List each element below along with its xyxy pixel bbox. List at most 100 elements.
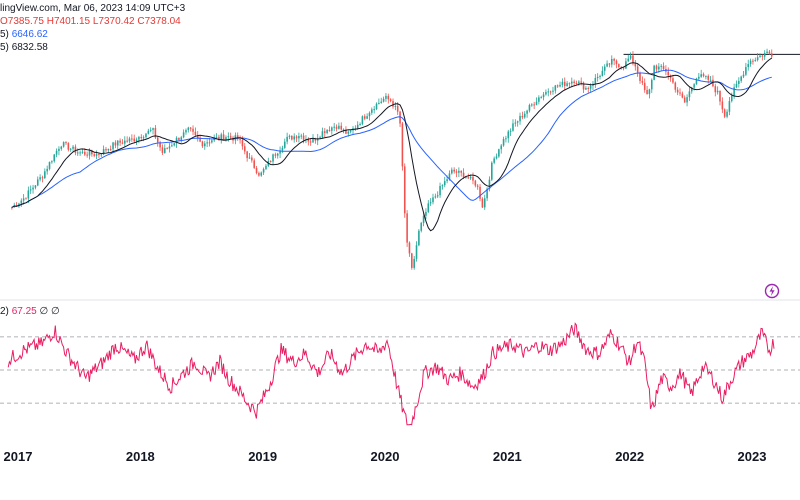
candle-body xyxy=(462,172,465,178)
candle-body xyxy=(135,139,138,142)
rsi-legend[interactable]: 2) 67.25 ∅ ∅ xyxy=(0,306,60,317)
candle-body xyxy=(314,138,317,141)
candle-body xyxy=(674,82,677,90)
candle-body xyxy=(286,136,288,142)
candle-body xyxy=(321,131,324,138)
x-tick-label: 2017 xyxy=(4,449,33,464)
candle-body xyxy=(726,111,728,117)
candle-body xyxy=(396,105,399,112)
candle-body xyxy=(648,89,651,95)
candle-body xyxy=(389,99,392,102)
candle-body xyxy=(79,152,81,154)
candle-body xyxy=(676,89,679,93)
candle-body xyxy=(422,215,425,223)
candle-body xyxy=(187,127,190,131)
ma-short-legend[interactable]: 5) 6832.58 xyxy=(0,42,48,53)
candle-body xyxy=(25,198,27,200)
candle-body xyxy=(735,83,738,88)
candle-body xyxy=(406,213,408,243)
candle-body xyxy=(495,156,498,159)
ma-long-prefix: 5) xyxy=(0,29,9,40)
candle-body xyxy=(516,121,519,123)
candle-body xyxy=(298,136,300,139)
candle-body xyxy=(594,78,597,84)
candle-body xyxy=(559,84,561,87)
candle-body xyxy=(622,67,625,69)
candle-body xyxy=(154,128,157,138)
candle-body xyxy=(361,116,364,125)
candle-body xyxy=(253,160,255,168)
candle-body xyxy=(41,177,44,179)
candle-body xyxy=(613,58,615,61)
candle-body xyxy=(690,87,693,92)
candle-body xyxy=(55,150,58,155)
candle-body xyxy=(116,140,119,146)
candle-body xyxy=(686,97,688,103)
candle-body xyxy=(455,171,458,173)
candle-body xyxy=(749,60,752,65)
candle-body xyxy=(39,177,41,180)
candle-body xyxy=(93,154,96,156)
candle-body xyxy=(636,66,639,73)
candle-body xyxy=(251,157,253,161)
candle-body xyxy=(446,179,448,182)
close-value: C7378.04 xyxy=(137,16,181,27)
candle-body xyxy=(100,154,103,156)
ma-short-prefix: 5) xyxy=(0,42,9,53)
candle-body xyxy=(378,102,380,104)
lightning-circle-icon[interactable] xyxy=(764,283,780,299)
candle-body xyxy=(641,80,644,83)
candle-body xyxy=(243,146,246,152)
candle-body xyxy=(740,76,742,81)
candle-body xyxy=(599,75,601,77)
candle-body xyxy=(164,148,166,153)
candle-body xyxy=(596,76,599,79)
candle-body xyxy=(683,97,686,103)
header-line-1: lingView.com, Mar 06, 2023 14:09 UTC+3 xyxy=(0,3,185,14)
candle-body xyxy=(342,129,345,131)
candle-body xyxy=(458,170,460,173)
x-tick-label: 2020 xyxy=(371,449,400,464)
candle-body xyxy=(81,151,84,153)
candle-body xyxy=(166,148,168,150)
candle-body xyxy=(220,134,223,140)
ma-long-legend[interactable]: 5) 6646.62 xyxy=(0,29,48,40)
candle-body xyxy=(610,58,613,65)
candle-body xyxy=(632,55,634,64)
candle-body xyxy=(178,137,180,140)
candle-body xyxy=(723,109,726,117)
candle-body xyxy=(366,116,368,119)
low-value: L7370.42 xyxy=(92,16,135,27)
candle-body xyxy=(95,154,98,156)
candle-body xyxy=(58,148,60,151)
candle-body xyxy=(403,166,406,214)
candle-body xyxy=(756,57,759,61)
candle-body xyxy=(246,151,248,158)
candle-body xyxy=(505,138,507,140)
candle-body xyxy=(29,189,32,191)
candle-body xyxy=(133,138,136,142)
candle-body xyxy=(436,195,439,197)
candle-body xyxy=(538,97,540,102)
ma-long-value: 6646.62 xyxy=(11,29,48,40)
candle-body xyxy=(566,83,568,87)
candle-body xyxy=(625,61,627,69)
candle-body xyxy=(105,149,107,151)
candle-body xyxy=(770,53,773,57)
candle-body xyxy=(763,53,766,57)
candle-body xyxy=(185,130,187,133)
candle-body xyxy=(476,185,479,187)
candle-body xyxy=(316,138,319,141)
candle-body xyxy=(467,177,470,179)
candle-body xyxy=(486,188,488,199)
candle-body xyxy=(312,138,314,143)
candle-body xyxy=(507,131,510,139)
candle-body xyxy=(681,93,684,98)
candle-body xyxy=(22,198,25,201)
candle-body xyxy=(719,90,721,102)
candle-body xyxy=(627,58,630,62)
candle-body xyxy=(349,130,352,132)
ma-short-line xyxy=(11,57,773,232)
candle-body xyxy=(140,136,143,139)
candle-body xyxy=(194,131,197,136)
